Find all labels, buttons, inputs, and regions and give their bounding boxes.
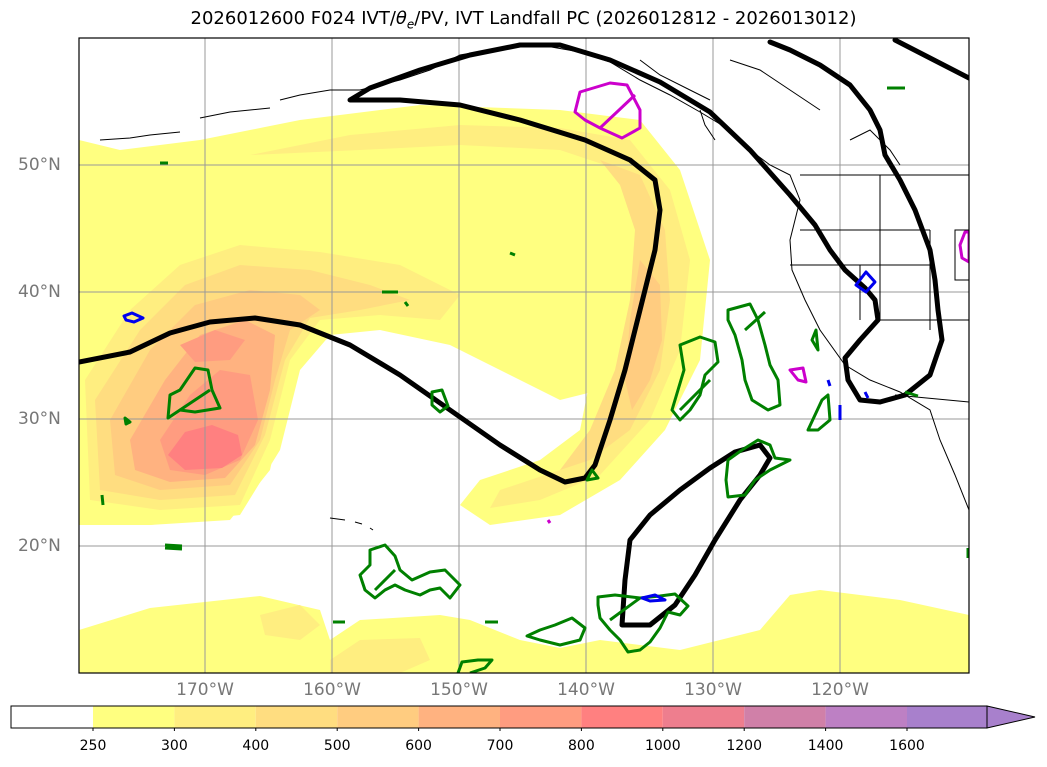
theta-e-contours <box>100 86 969 673</box>
colorbar-extend-arrow <box>986 705 1036 729</box>
ivt-fill-300-blob <box>512 215 560 280</box>
negative-pv-contours <box>122 270 877 603</box>
ivt-fill-300-north <box>79 140 95 172</box>
ivt-fill-400-south <box>260 605 320 640</box>
lat-label-20n: 20°N <box>18 536 61 556</box>
ivt-fill-600-band <box>625 260 662 410</box>
pc-contour-east <box>892 38 969 81</box>
ivt-fill-800-north <box>180 330 245 362</box>
colorbar-cell <box>11 706 93 728</box>
map-frame <box>78 37 970 674</box>
figure-title: 2026012600 F024 IVT/θe/PV, IVT Landfall … <box>190 8 857 32</box>
pc-contour-south <box>619 442 773 628</box>
lat-label-30n: 30°N <box>18 409 61 429</box>
ivt-landfall-pc-contours <box>79 38 969 628</box>
colorbar-tick-label: 1000 <box>644 738 681 754</box>
lon-label-140w: 140°W <box>557 680 615 700</box>
ivt-filled-contours <box>79 105 969 673</box>
colorbar-tick-label: 300 <box>161 738 188 754</box>
lon-label-160w: 160°W <box>303 680 361 700</box>
colorbar-tick-label: 400 <box>242 738 270 754</box>
colorbar-tick-label: 250 <box>79 738 107 754</box>
ivt-fill-400-band <box>250 125 690 508</box>
colorbar-cell <box>93 706 175 728</box>
lat-label-50n: 50°N <box>18 155 61 175</box>
colorbar-tick-label: 1400 <box>807 738 844 754</box>
colorbar-cell <box>744 706 826 728</box>
colorbar-tick-label: 1600 <box>889 738 925 754</box>
lon-label-150w: 150°W <box>430 680 488 700</box>
colorbar-cell <box>662 706 745 728</box>
colorbar <box>10 705 1036 731</box>
colorbar-tick-label: 1200 <box>726 738 763 754</box>
colorbar-cell <box>418 706 500 728</box>
colorbar-cell <box>500 706 582 728</box>
colorbar-cell <box>581 706 663 728</box>
colorbar-tick-label: 600 <box>405 738 432 754</box>
lon-label-120w: 120°W <box>811 680 869 700</box>
colorbar-cell <box>174 706 256 728</box>
lon-label-170w: 170°W <box>176 680 234 700</box>
colorbar-tick-label: 700 <box>486 738 514 754</box>
colorbar-cell <box>255 706 338 728</box>
colorbar-cell <box>337 706 419 728</box>
colorbar-cell <box>907 706 987 728</box>
lon-label-130w: 130°W <box>684 680 742 700</box>
graticule <box>79 38 969 673</box>
colorbar-tick-label: 800 <box>568 738 595 754</box>
colorbar-tick-label: 500 <box>323 738 351 754</box>
map-plot-area <box>79 38 969 673</box>
pc-contour-main <box>79 39 945 485</box>
colorbar-outline <box>10 705 988 729</box>
positive-pv-contours <box>546 81 969 524</box>
lat-label-40n: 40°N <box>18 282 61 302</box>
colorbar-cell <box>825 706 907 728</box>
colorbar-cells <box>11 706 987 731</box>
ivt-fill-400-south2 <box>330 638 430 673</box>
